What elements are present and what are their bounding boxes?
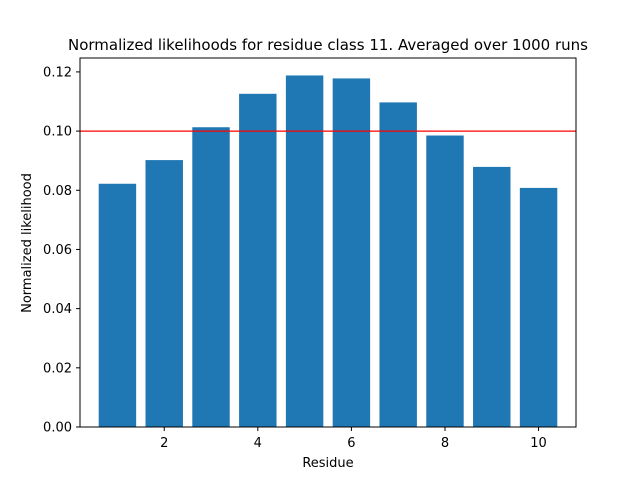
y-tick-label: 0.04: [43, 302, 72, 317]
bar-residue-7: [379, 102, 417, 427]
y-axis-ticks: 0.00 0.02 0.04 0.06 0.08 0.10 0.12: [43, 65, 80, 436]
bar-residue-5: [285, 75, 324, 427]
y-tick-label: 0.10: [43, 125, 72, 140]
y-axis-label: Normalized likelihood: [20, 173, 35, 313]
y-tick-label: 0.06: [43, 243, 72, 258]
bar-residue-9: [473, 166, 511, 427]
x-tick-label: 2: [160, 436, 168, 451]
y-tick-label: 0.08: [43, 184, 72, 199]
y-tick-label: 0.00: [43, 421, 72, 436]
bar-residue-3: [192, 127, 230, 427]
bar-residue-10: [519, 187, 558, 427]
bars-group: [98, 75, 558, 428]
bar-residue-8: [426, 135, 464, 427]
x-tick-label: 8: [441, 436, 449, 451]
y-tick-label: 0.02: [43, 361, 72, 376]
bar-residue-4: [239, 93, 277, 428]
bar-residue-2: [145, 160, 183, 427]
y-tick-label: 0.12: [43, 65, 72, 80]
x-tick-label: 10: [530, 436, 547, 451]
chart-title: Normalized likelihoods for residue class…: [68, 36, 588, 54]
x-axis-ticks: 2 4 6 8 10: [160, 427, 547, 451]
x-axis-label: Residue: [302, 456, 353, 471]
bar-residue-6: [332, 78, 371, 428]
bar-residue-1: [98, 183, 137, 427]
plot-frame: [79, 57, 577, 428]
x-tick-label: 4: [254, 436, 262, 451]
x-tick-label: 6: [347, 436, 355, 451]
